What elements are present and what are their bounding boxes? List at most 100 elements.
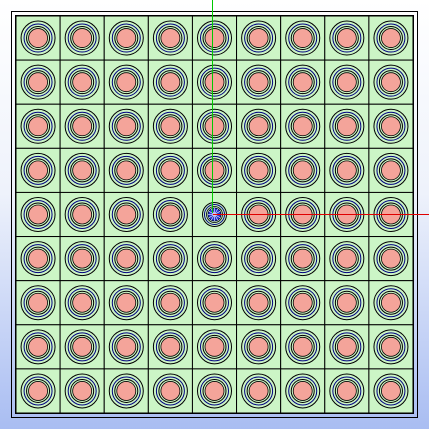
lattice-cell[interactable] (368, 59, 414, 105)
lattice-cell[interactable] (147, 324, 193, 370)
lattice-cell[interactable] (147, 147, 193, 193)
lattice-cell[interactable] (280, 236, 326, 282)
lattice-cell[interactable] (59, 103, 105, 149)
lattice-cell[interactable] (147, 191, 193, 238)
fuel-pin (160, 248, 181, 269)
lattice-cell[interactable] (103, 280, 149, 326)
lattice-cell[interactable] (368, 236, 414, 282)
lattice-cell[interactable] (324, 236, 370, 282)
lattice-cell[interactable] (368, 280, 414, 326)
outer-ring (20, 20, 56, 56)
lattice-cell[interactable] (59, 368, 105, 414)
outer-ring (197, 285, 232, 321)
fuel-pin (336, 248, 357, 269)
lattice-cell[interactable] (368, 15, 414, 61)
lattice-cell[interactable] (280, 147, 326, 193)
gap-ring (378, 246, 403, 271)
lattice-cell[interactable] (191, 324, 238, 370)
lattice-cell[interactable] (191, 59, 238, 105)
outer-ring (20, 108, 56, 144)
lattice-cell[interactable] (59, 59, 105, 105)
lattice-cell[interactable] (103, 103, 149, 149)
lattice-cell[interactable] (103, 236, 149, 282)
outer-ring (152, 329, 188, 365)
lattice-cell[interactable] (103, 368, 149, 414)
lattice-cell[interactable] (59, 280, 105, 326)
lattice-cell[interactable] (59, 236, 105, 282)
lattice-cell[interactable] (236, 59, 282, 105)
lattice-cell[interactable] (103, 147, 149, 193)
clad-ring (23, 332, 53, 362)
lattice-cell[interactable] (15, 15, 61, 61)
lattice-cell[interactable] (103, 59, 149, 105)
lattice-cell[interactable] (147, 368, 193, 414)
clad-ring (288, 288, 318, 318)
lattice-cell[interactable] (368, 324, 414, 370)
lattice-cell[interactable] (280, 59, 326, 105)
lattice-cell[interactable] (324, 368, 370, 414)
lattice-cell[interactable] (280, 103, 326, 149)
lattice-cell[interactable] (15, 59, 61, 105)
lattice-cell[interactable] (324, 103, 370, 149)
lattice-cell[interactable] (236, 368, 282, 414)
lattice-cell[interactable] (368, 368, 414, 414)
lattice-cell[interactable] (103, 15, 149, 61)
lattice-cell[interactable] (368, 147, 414, 193)
gap-ring (246, 246, 271, 271)
lattice-cell[interactable] (147, 59, 193, 105)
lattice-cell[interactable] (59, 15, 105, 61)
clad-ring (111, 67, 141, 97)
lattice-cell[interactable] (368, 103, 414, 149)
lattice-cell[interactable] (147, 103, 193, 149)
lattice-cell[interactable] (15, 324, 61, 370)
lattice-cell[interactable] (280, 280, 326, 326)
outer-ring (285, 373, 321, 409)
lattice-cell[interactable] (236, 236, 282, 282)
outer-ring (241, 285, 277, 321)
lattice-cell[interactable] (191, 103, 238, 149)
lattice-cell[interactable] (324, 59, 370, 105)
lattice-cell[interactable] (103, 324, 149, 370)
lattice-cell[interactable] (236, 147, 282, 193)
lattice-cell[interactable] (191, 368, 238, 414)
gap-ring (202, 70, 227, 95)
gap-ring (246, 334, 271, 359)
lattice-cell[interactable] (147, 236, 193, 282)
lattice-cell[interactable] (191, 280, 238, 326)
lattice-cell[interactable] (236, 15, 282, 61)
lattice-cell[interactable] (280, 368, 326, 414)
lattice-cell[interactable] (15, 368, 61, 414)
lattice-cell[interactable] (15, 236, 61, 282)
lattice-cell[interactable] (147, 280, 193, 326)
lattice-cell[interactable] (324, 324, 370, 370)
outer-ring (329, 64, 365, 100)
lattice-cell[interactable] (59, 147, 105, 193)
lattice-cell[interactable] (280, 15, 326, 61)
lattice-cell[interactable] (15, 147, 61, 193)
gap-ring (158, 334, 183, 359)
lattice-cell[interactable] (191, 15, 238, 61)
lattice-cell[interactable] (236, 280, 282, 326)
lattice-cell[interactable] (324, 15, 370, 61)
lattice-cell[interactable] (15, 280, 61, 326)
lattice-cell[interactable] (15, 103, 61, 149)
lattice-cell[interactable] (103, 191, 149, 238)
lattice-cell[interactable] (191, 147, 238, 193)
lattice-cell[interactable] (324, 280, 370, 326)
gap-ring (246, 26, 271, 51)
lattice-cell[interactable] (59, 191, 105, 238)
gap-ring (70, 334, 95, 359)
lattice-cell[interactable] (59, 324, 105, 370)
lattice-cell[interactable] (236, 103, 282, 149)
clad-ring (244, 332, 274, 362)
clad-ring (67, 332, 97, 362)
lattice-cell[interactable] (236, 324, 282, 370)
fuel-pin (204, 336, 225, 357)
lattice-cell[interactable] (147, 15, 193, 61)
lattice-cell[interactable] (280, 324, 326, 370)
lattice-cell[interactable] (15, 191, 61, 238)
lattice-cell[interactable] (324, 147, 370, 193)
lattice-cell[interactable] (191, 236, 238, 282)
